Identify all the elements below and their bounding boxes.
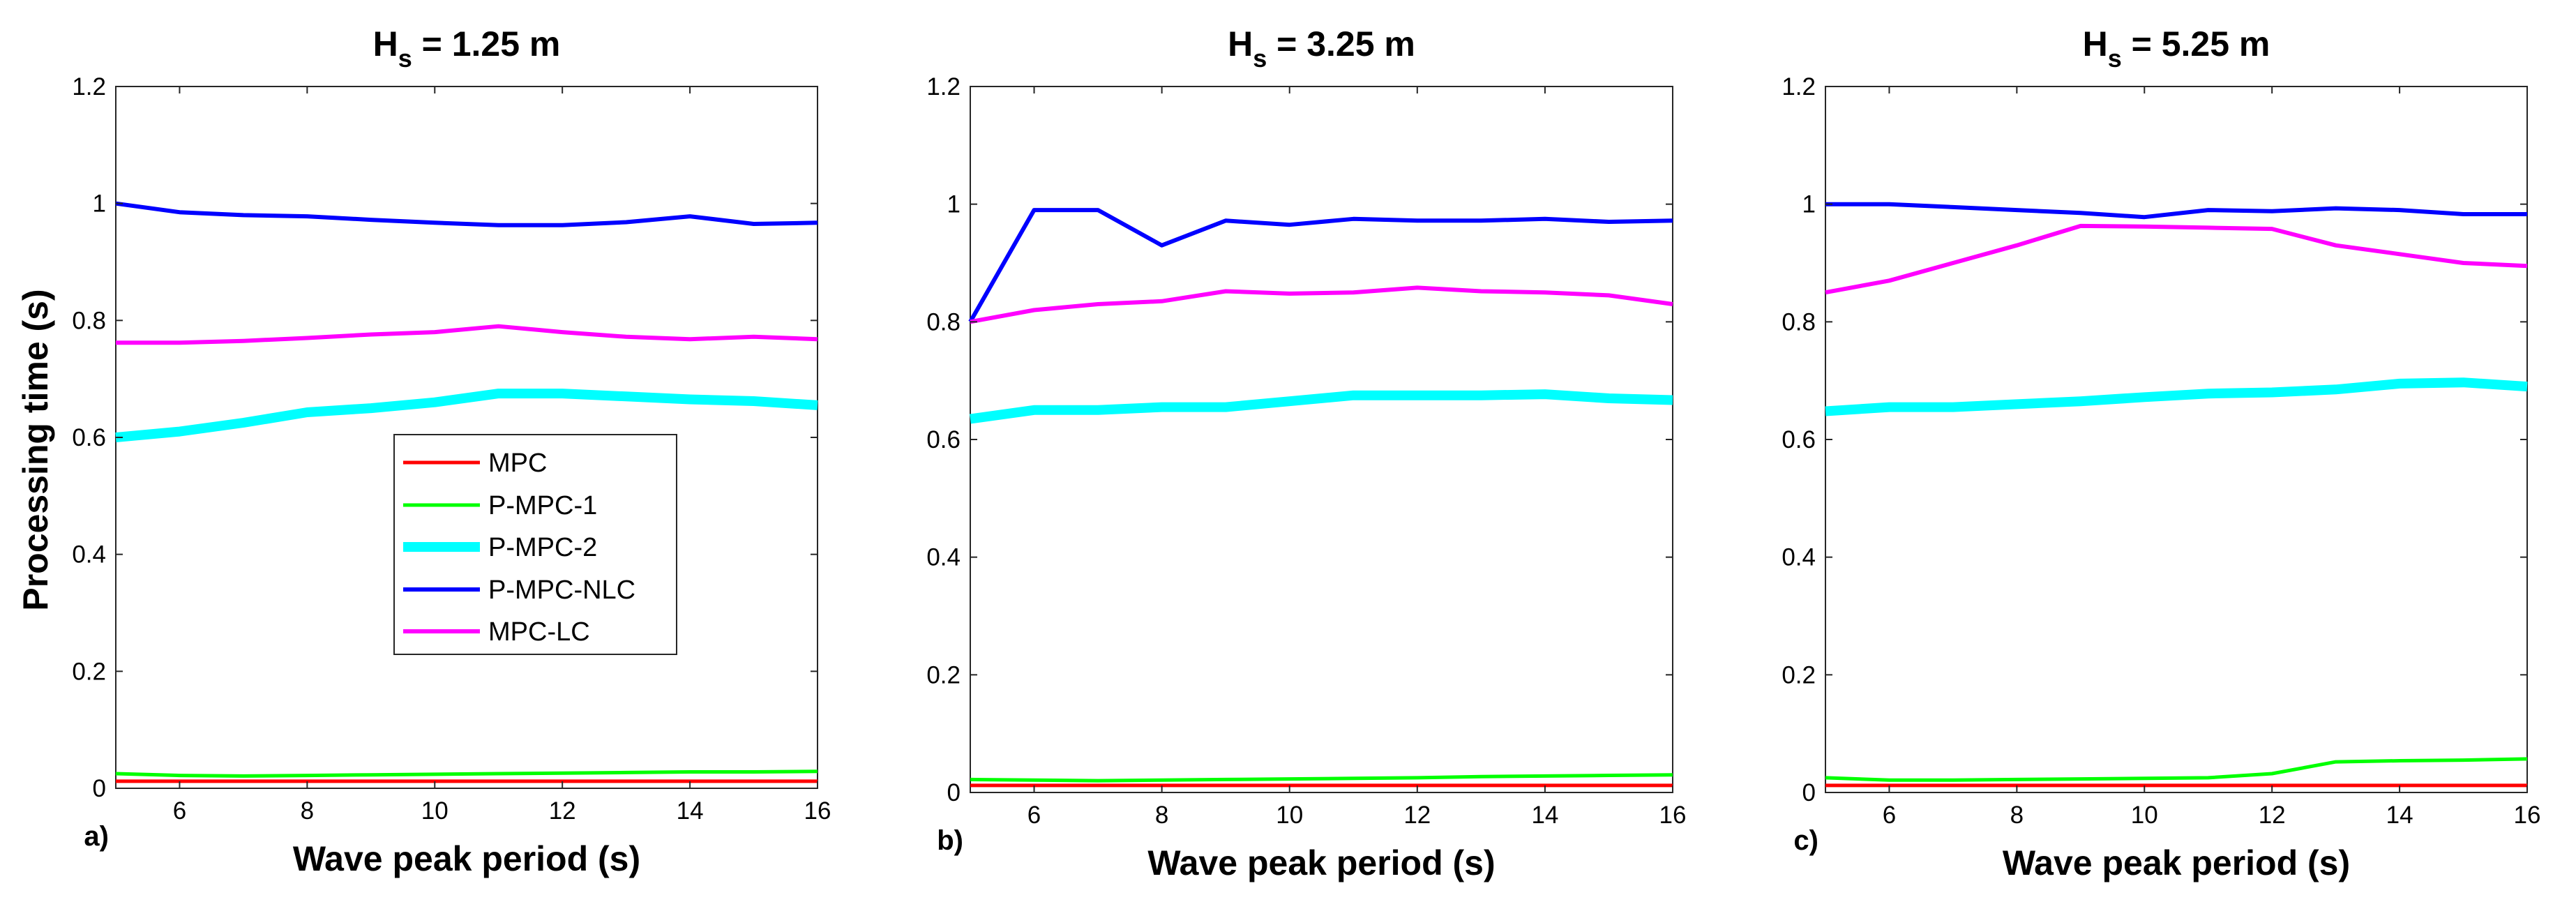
x-tick-label-a: 10: [421, 797, 449, 825]
legend-label-mpc-lc: MPC-LC: [488, 617, 590, 647]
x-tick-label-a: 16: [804, 797, 831, 825]
y-tick-label-a: 0: [93, 775, 106, 802]
x-tick-label-b: 8: [1155, 802, 1168, 829]
x-axis-title-c: Wave peak period (s): [2003, 843, 2350, 882]
plot-area-b: [970, 86, 1673, 793]
panel-title-sub-b: s: [1253, 44, 1267, 73]
series-line-mpc-lc-c: [1825, 223, 2528, 295]
panel-title-rest-b: = 3.25 m: [1267, 24, 1415, 63]
panel-title-b: Hs = 3.25 m: [1228, 24, 1415, 73]
legend: MPC P-MPC-1 P-MPC-2 P-MPC-NLC MPC-LC: [393, 434, 677, 655]
series-line-p-mpc-2-c: [1825, 377, 2528, 416]
panel-letter-c: c): [1793, 825, 1818, 856]
legend-label-p-mpc-2: P-MPC-2: [488, 533, 597, 562]
x-tick-label-a: 8: [301, 797, 314, 825]
y-tick-label-a: 0.2: [72, 658, 106, 685]
x-tick-label-c: 16: [2514, 802, 2541, 829]
panel-title-sub-a: s: [398, 44, 412, 73]
y-tick-label-b: 0.6: [926, 426, 961, 453]
y-tick-label-b: 0.2: [926, 661, 961, 689]
y-tick-label-a: 0.8: [72, 307, 106, 334]
y-tick-label-c: 0.8: [1782, 308, 1816, 336]
series-line-mpc-lc-a: [116, 324, 818, 345]
y-tick-label-b: 0.8: [926, 308, 961, 336]
x-tick-label-b: 14: [1531, 802, 1558, 829]
y-tick-label-b: 1: [947, 191, 961, 218]
y-tick-label-c: 1: [1802, 191, 1816, 218]
y-tick-label-b: 1.2: [926, 73, 961, 100]
panel-title-main-c: H: [2083, 24, 2108, 63]
x-tick-label-c: 12: [2259, 802, 2286, 829]
x-axis-title-a: Wave peak period (s): [293, 839, 640, 878]
series-line-p-mpc-2-b: [970, 389, 1673, 424]
series-line-p-mpc-1-c: [1825, 757, 2528, 782]
y-tick-label-a: 1: [93, 190, 106, 218]
x-tick-label-b: 16: [1659, 802, 1687, 829]
legend-label-mpc: MPC: [488, 449, 547, 478]
y-tick-label-b: 0: [947, 779, 961, 806]
panel-title-sub-c: s: [2108, 44, 2122, 73]
series-line-p-mpc-1-b: [970, 773, 1673, 783]
panel-title-rest-a: = 1.25 m: [412, 24, 561, 63]
panel-b: 6 8 10 12 14 16 0 0.2 0.4 0.6 0.8 1 1.2 Hs = 3.25 m Wa…: [926, 24, 1686, 882]
y-tick-label-c: 0.4: [1782, 544, 1816, 571]
legend-box: [393, 434, 677, 655]
panel-letter-a: a): [84, 821, 109, 852]
legend-label-p-mpc-nlc: P-MPC-NLC: [488, 576, 635, 605]
panel-title-main-b: H: [1228, 24, 1253, 63]
panel-a: 6 8 10 12 14 16 0 0.2 0.4 0.6 0.8 1 1.2 Hs = 1.25 m Wa…: [72, 24, 831, 878]
panel-title-c: Hs = 5.25 m: [2083, 24, 2270, 73]
series-line-p-mpc-2-a: [115, 389, 818, 442]
x-tick-label-a: 14: [677, 797, 704, 825]
series-line-p-mpc-nlc-c: [1825, 202, 2527, 220]
panel-title-a: Hs = 1.25 m: [373, 24, 561, 73]
x-axis-title-b: Wave peak period (s): [1147, 843, 1495, 882]
y-tick-label-a: 0.6: [72, 424, 106, 451]
plot-area-c: [1825, 86, 2528, 793]
x-tick-label-b: 12: [1403, 802, 1431, 829]
x-tick-label-c: 10: [2131, 802, 2158, 829]
panel-title-rest-c: = 5.25 m: [2122, 24, 2270, 63]
x-tick-label-c: 6: [1883, 802, 1896, 829]
x-tick-label-c: 14: [2386, 802, 2413, 829]
y-tick-label-c: 0.2: [1782, 661, 1816, 689]
series-line-p-mpc-nlc-a: [115, 201, 818, 227]
y-tick-label-c: 0.6: [1782, 426, 1816, 453]
series-line-p-mpc-1-a: [115, 769, 818, 778]
y-axis-title: Processing time (s): [16, 289, 55, 610]
x-tick-label-b: 6: [1027, 802, 1041, 829]
y-tick-label-a: 0.4: [72, 541, 106, 569]
panel-c: 6 8 10 12 14 16 0 0.2 0.4 0.6 0.8 1 1.2 Hs = 5.25 m Wa…: [1782, 24, 2540, 882]
series-line-p-mpc-nlc-b: [968, 208, 1673, 323]
x-tick-label-a: 12: [549, 797, 576, 825]
x-tick-label-c: 8: [2010, 802, 2024, 829]
x-tick-label-b: 10: [1276, 802, 1303, 829]
x-tick-label-a: 6: [173, 797, 186, 825]
legend-label-p-mpc-1: P-MPC-1: [488, 491, 597, 520]
y-tick-label-c: 0: [1802, 779, 1816, 806]
y-tick-label-c: 1.2: [1782, 73, 1816, 100]
y-tick-label-a: 1.2: [72, 73, 106, 100]
series-line-mpc-lc-b: [970, 285, 1673, 324]
y-tick-label-b: 0.4: [926, 544, 961, 571]
panel-title-main-a: H: [373, 24, 398, 63]
panel-letter-b: b): [937, 825, 963, 856]
